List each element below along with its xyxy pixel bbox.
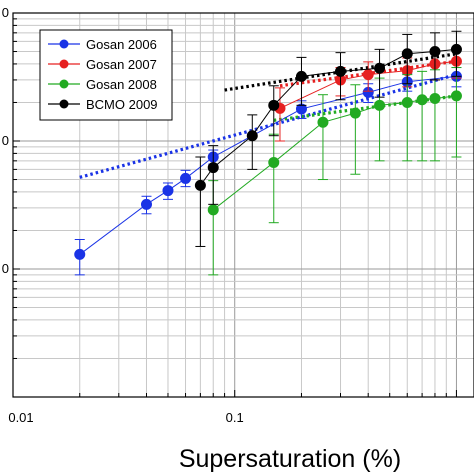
y-tick-label: 0 [2, 5, 9, 20]
data-point [194, 179, 206, 191]
series-line [199, 48, 457, 186]
axis-ticks [12, 12, 457, 398]
y-tick-label: 0 [2, 261, 9, 276]
data-point [207, 162, 219, 174]
data-point [429, 92, 441, 104]
legend-label: BCMO 2009 [86, 97, 158, 112]
data-point [162, 185, 174, 197]
legend-marker [59, 39, 69, 49]
plot-frame [12, 12, 474, 398]
series-gosan-2008 [207, 67, 462, 276]
legend-label: Gosan 2006 [86, 37, 157, 52]
data-point [349, 107, 361, 119]
data-series [74, 30, 462, 276]
x-tick-label: 0.1 [226, 410, 244, 425]
data-point [335, 65, 347, 77]
data-point [246, 130, 258, 142]
legend-label: Gosan 2007 [86, 57, 157, 72]
legend: Gosan 2006 Gosan 2007 Gosan 2008 BCMO 2009 [39, 29, 173, 121]
data-point [207, 204, 219, 216]
data-point [429, 46, 441, 58]
data-point [180, 172, 192, 184]
data-point [374, 62, 386, 74]
legend-marker [59, 99, 69, 109]
legend-marker [59, 79, 69, 89]
data-point [317, 116, 329, 128]
data-point [450, 43, 462, 55]
data-point [295, 70, 307, 82]
data-point [140, 198, 152, 210]
data-point [401, 96, 413, 108]
data-point [74, 248, 86, 260]
data-point [268, 99, 280, 111]
x-axis-title: Supersaturation (%) [179, 445, 401, 473]
tick-labels: 0.01 0.1 0 0 0 [2, 5, 244, 425]
data-point [362, 69, 374, 81]
series-bcmo-2009 [194, 30, 462, 247]
x-tick-label: 0.01 [8, 410, 33, 425]
data-point [401, 48, 413, 60]
data-point [416, 94, 428, 106]
data-point [268, 156, 280, 168]
legend-marker [59, 59, 69, 69]
data-point [374, 99, 386, 111]
y-tick-label: 0 [2, 133, 9, 148]
fit-line [79, 73, 457, 179]
legend-label: Gosan 2008 [86, 77, 157, 92]
data-point [450, 90, 462, 102]
